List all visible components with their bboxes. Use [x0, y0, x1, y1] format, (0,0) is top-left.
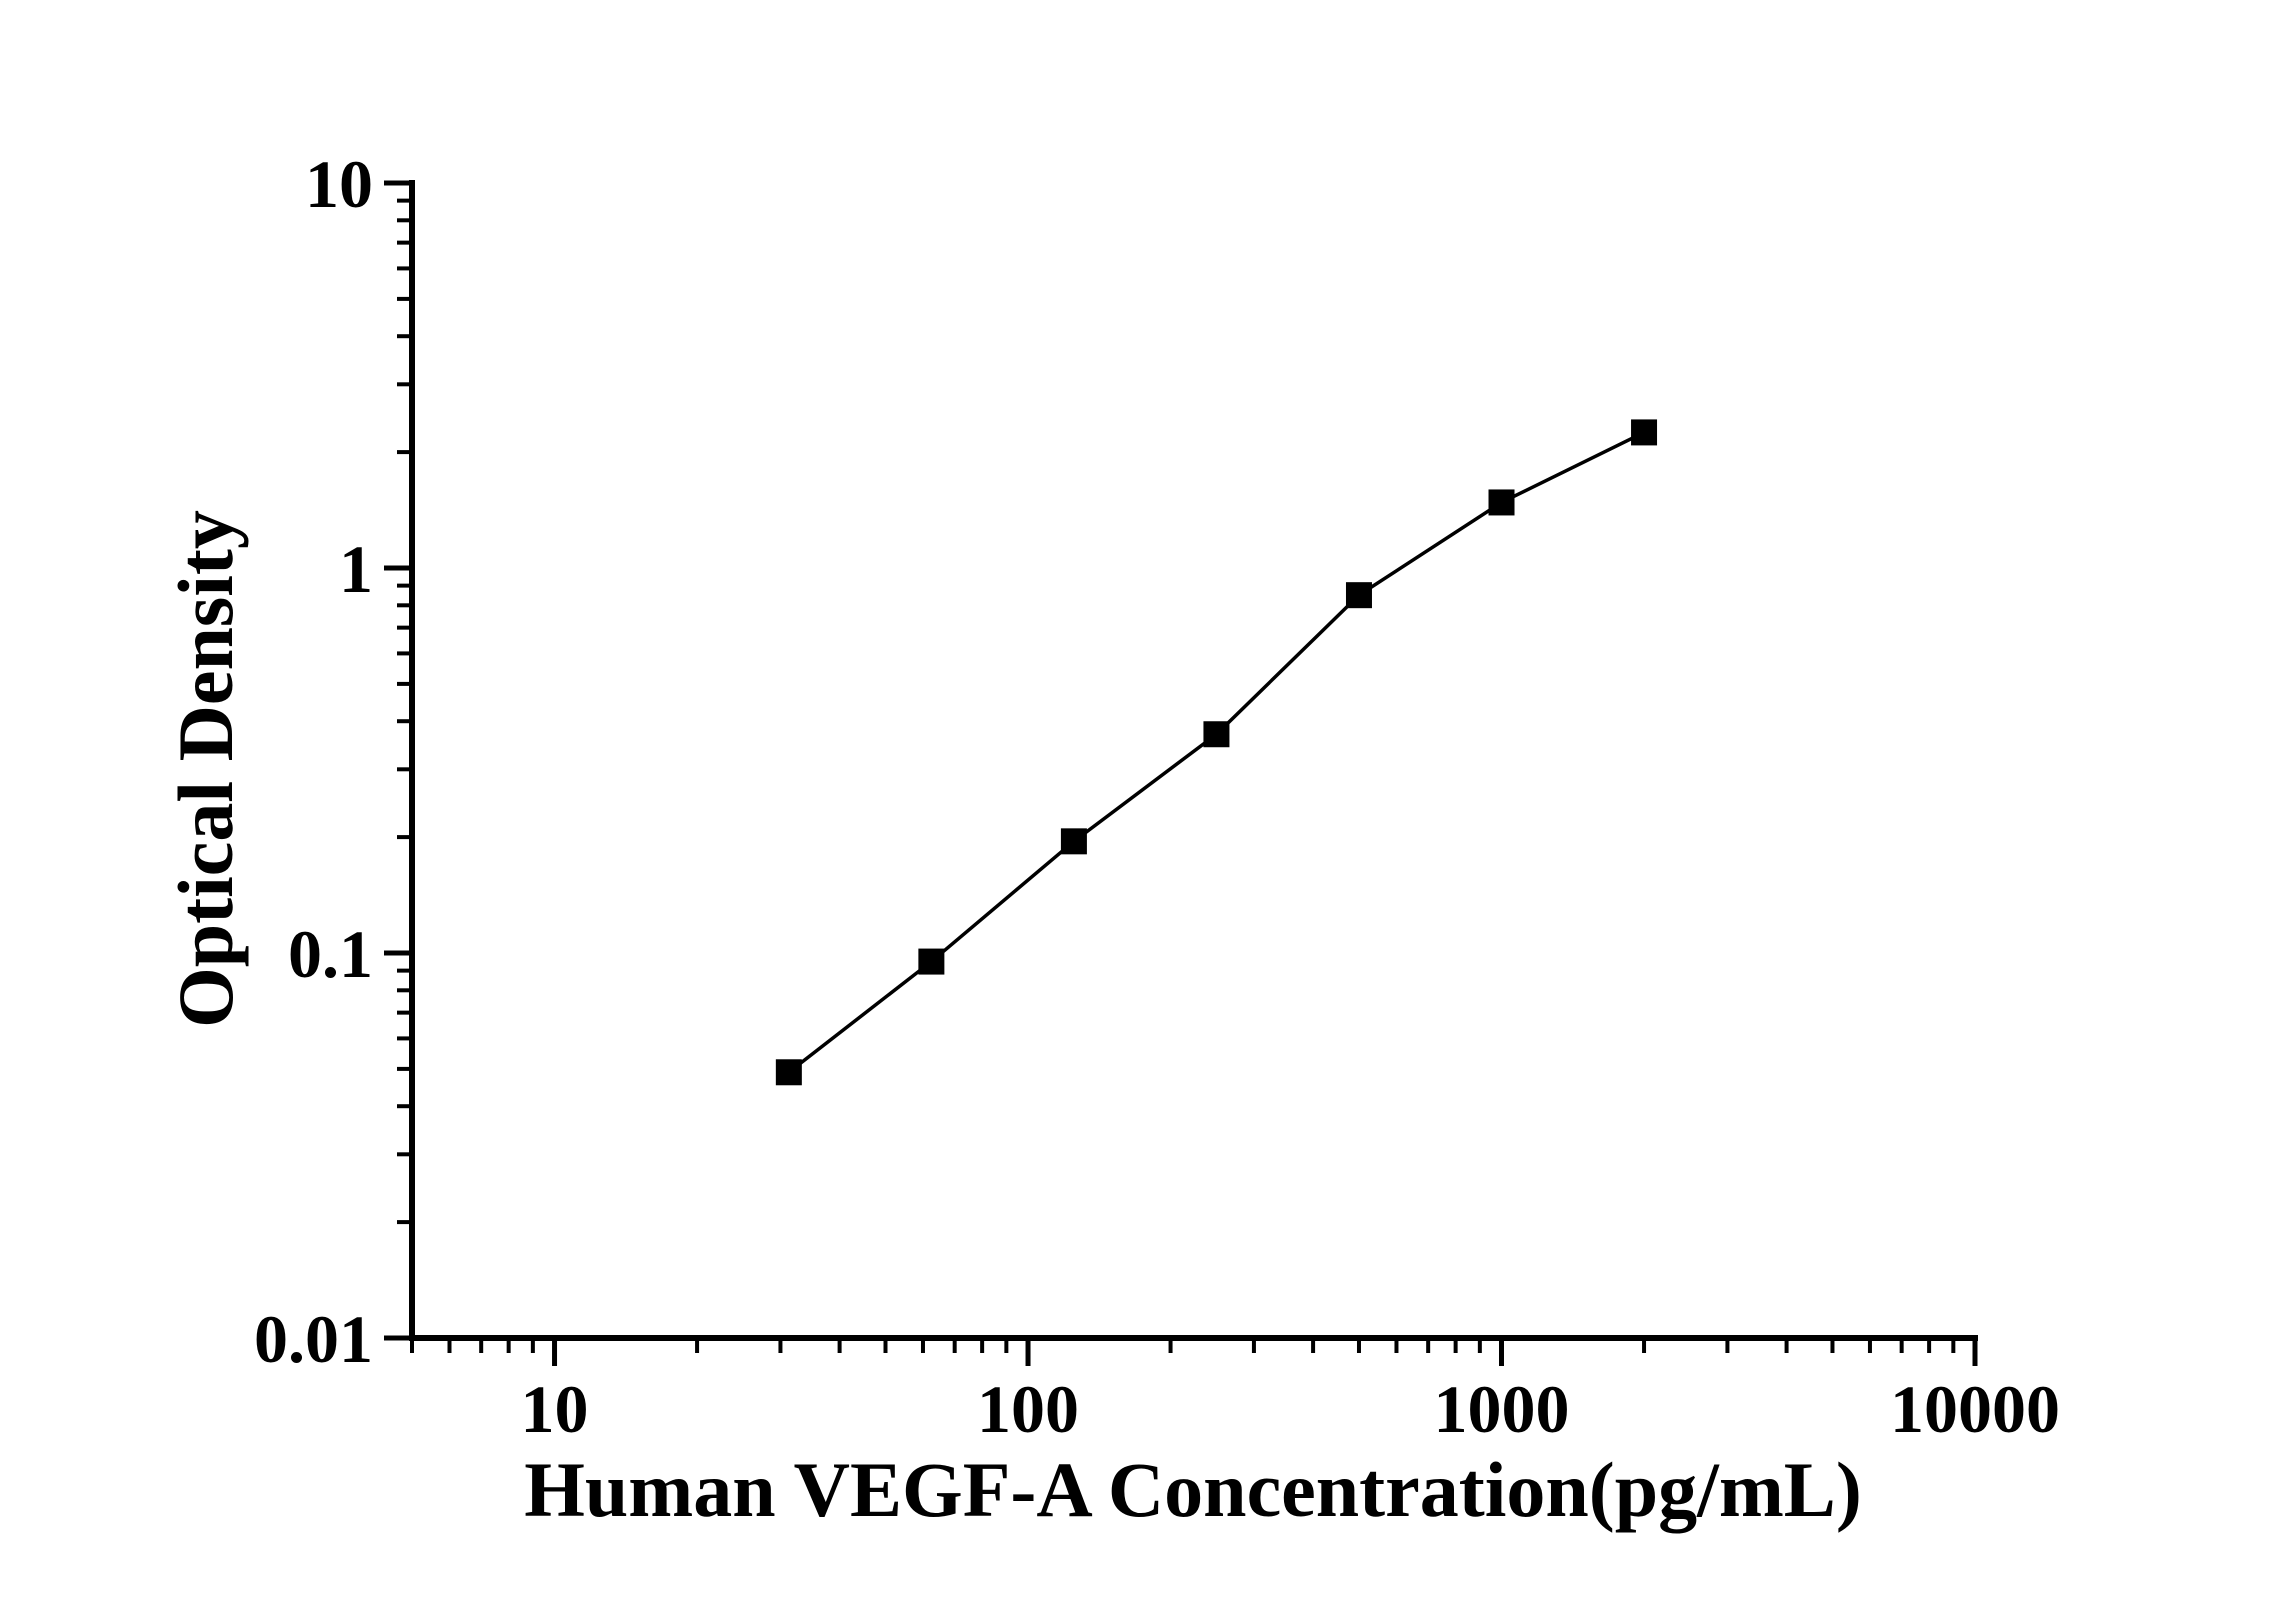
data-point-marker — [775, 1059, 802, 1086]
x-axis-title: Human VEGF-A Concentration(pg/mL) — [524, 1446, 1862, 1533]
plot-area: 10 100 1000 10000 10 1 0.1 0.01 — [254, 146, 2060, 1447]
y-tick-label: 0.1 — [288, 916, 373, 992]
data-point-marker — [918, 948, 945, 975]
data-point-marker — [1203, 721, 1230, 748]
data-point-marker — [1488, 489, 1515, 516]
x-tick-label: 100 — [977, 1371, 1079, 1447]
y-tick-label: 0.01 — [254, 1301, 373, 1377]
y-tick-label: 10 — [305, 146, 373, 222]
y-tick-label: 1 — [339, 531, 373, 607]
x-tick-label: 10000 — [1890, 1371, 2060, 1447]
data-point-marker — [1345, 582, 1372, 609]
x-tick-label: 1000 — [1434, 1371, 1570, 1447]
y-axis-title: Optical Density — [162, 510, 249, 1028]
data-point-marker — [1060, 828, 1087, 855]
x-tick-label: 10 — [521, 1371, 589, 1447]
series-line — [787, 430, 1645, 1074]
data-point-marker — [1631, 419, 1658, 446]
